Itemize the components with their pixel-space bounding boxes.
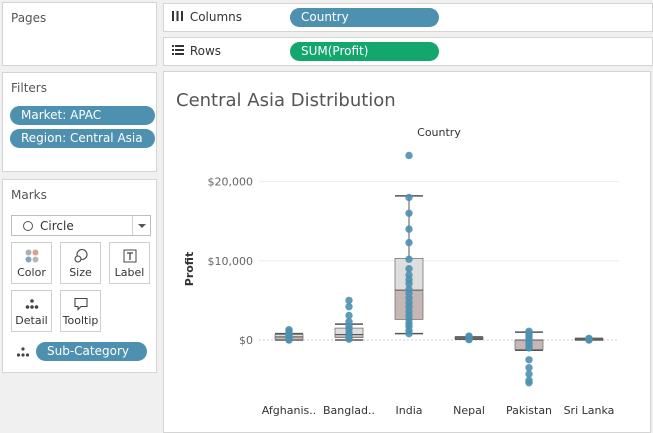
text-label-icon: [110, 247, 149, 265]
rows-shelf: Rows SUM(Profit): [163, 37, 653, 66]
tooltip-icon: [61, 295, 100, 313]
detail-button[interactable]: Detail: [11, 290, 52, 332]
color-palette-icon: [12, 247, 51, 265]
data-point: [525, 379, 533, 387]
pages-card: Pages: [2, 2, 157, 66]
columns-label: Columns: [189, 10, 243, 24]
data-point: [405, 151, 413, 160]
x-tick-label: Nepal: [453, 404, 485, 417]
detail-field-icon: [15, 346, 31, 361]
data-point: [345, 296, 353, 305]
x-tick-label: Sri Lanka: [564, 404, 615, 417]
filters-title: Filters: [11, 81, 47, 95]
y-tick-label: $10,000: [208, 255, 254, 268]
data-point: [405, 265, 413, 273]
color-label: Color: [17, 266, 46, 279]
size-icon: [61, 247, 100, 265]
columns-pill-country[interactable]: Country: [290, 8, 439, 27]
data-point: [405, 280, 413, 288]
x-tick-label: India: [396, 404, 423, 417]
filter-pill-market[interactable]: Market: APAC: [10, 106, 155, 125]
tooltip-button[interactable]: Tooltip: [60, 290, 101, 332]
data-point: [405, 238, 413, 247]
data-point: [525, 344, 533, 352]
view-card: Central Asia Distribution Country $0 $10,0…: [163, 71, 651, 433]
circle-icon: [23, 221, 33, 231]
rows-icon: [172, 45, 186, 58]
color-button[interactable]: Color: [11, 242, 52, 284]
size-label: Size: [69, 266, 92, 279]
y-tick-label: $20,000: [208, 176, 254, 189]
column-header-country: Country: [417, 126, 461, 139]
mark-type-label: Circle: [40, 219, 74, 233]
tooltip-label: Tooltip: [62, 314, 99, 327]
data-point: [525, 364, 533, 372]
label-label: Label: [114, 266, 145, 279]
data-point: [345, 303, 353, 311]
box-plot-chart: Country $0 $10,000 $20,000 Profit Afghanis.. B…: [183, 126, 619, 417]
marks-card: Marks Circle Color Size: [2, 179, 157, 373]
rows-label: Rows: [189, 44, 222, 58]
data-point: [405, 255, 413, 263]
size-button[interactable]: Size: [60, 242, 101, 284]
x-tick-label: Afghanis..: [262, 404, 316, 417]
filters-card: Filters Market: APAC Region: Central Asi…: [2, 72, 157, 172]
detail-pill-sub-category[interactable]: Sub-Category: [36, 342, 147, 361]
x-tick-label: Pakistan: [506, 404, 552, 417]
data-point: [525, 370, 533, 378]
mark-type-dropdown[interactable]: Circle: [11, 215, 151, 236]
chevron-down-icon[interactable]: [132, 216, 150, 235]
data-point: [585, 336, 593, 344]
pages-title: Pages: [11, 11, 47, 25]
x-tick-label: Banglad..: [323, 404, 375, 417]
data-point: [345, 311, 353, 320]
label-button[interactable]: Label: [109, 242, 150, 284]
y-tick-label: $0: [239, 334, 253, 347]
columns-icon: [172, 11, 186, 24]
columns-shelf: Columns Country: [163, 3, 653, 32]
view-title: Central Asia Distribution: [176, 90, 396, 111]
data-point: [405, 193, 413, 202]
data-point: [405, 225, 413, 233]
data-point: [465, 335, 473, 344]
data-point: [285, 336, 293, 344]
data-point: [345, 335, 353, 343]
detail-icon: [12, 295, 51, 313]
data-point: [405, 329, 413, 338]
marks-title: Marks: [11, 188, 47, 202]
data-point: [525, 356, 533, 364]
y-axis-label: Profit: [183, 252, 196, 286]
detail-label: Detail: [15, 314, 48, 327]
filter-pill-region[interactable]: Region: Central Asia: [10, 129, 155, 148]
data-point: [405, 209, 413, 217]
rows-pill-sum-profit[interactable]: SUM(Profit): [290, 42, 439, 61]
